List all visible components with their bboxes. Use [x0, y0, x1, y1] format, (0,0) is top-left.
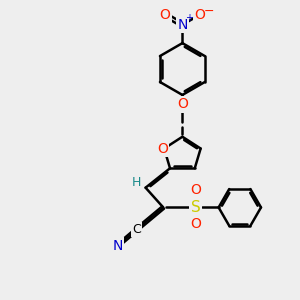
Text: N: N — [177, 18, 188, 32]
Text: H: H — [131, 176, 141, 189]
Text: O: O — [190, 183, 201, 197]
Text: C: C — [132, 223, 141, 236]
Text: S: S — [191, 200, 200, 215]
Text: O: O — [195, 8, 206, 22]
Text: N: N — [112, 239, 123, 253]
Text: O: O — [177, 98, 188, 111]
Text: −: − — [204, 5, 214, 18]
Text: O: O — [157, 142, 168, 155]
Text: O: O — [190, 218, 201, 232]
Text: +: + — [185, 14, 193, 23]
Text: O: O — [159, 8, 170, 22]
